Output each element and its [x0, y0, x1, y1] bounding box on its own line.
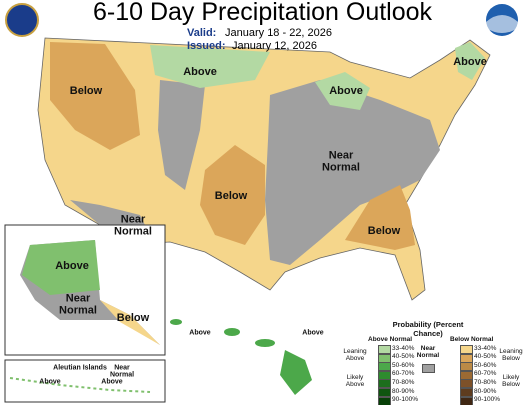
alaska-above [22, 240, 100, 295]
legend-bin-label: 40-50% [392, 353, 415, 361]
legend-bin-label: 70-80% [392, 378, 415, 386]
legend-swatch [460, 396, 473, 405]
above-maine [455, 42, 485, 80]
map-label: Above [189, 329, 211, 337]
legend-bin-label: 60-70% [474, 370, 497, 378]
legend-bin-label: 80-90% [392, 387, 415, 395]
map-label: Below [116, 312, 150, 325]
map-label: Above [55, 260, 89, 273]
below-southeast [345, 185, 415, 250]
legend-bin-label: 33-40% [392, 344, 415, 352]
issued-label: Issued: [187, 40, 226, 52]
legend-bin-label: 33-40% [474, 344, 497, 352]
aleutian-islands [9, 377, 151, 393]
legend-swatch [378, 345, 391, 354]
legend-bin-label: 90-100% [392, 396, 419, 404]
legend-swatch [460, 345, 473, 354]
below-heading: Below Normal [450, 336, 494, 343]
below-northwest [50, 42, 140, 150]
map-label: Below [214, 190, 248, 203]
legend-swatch [422, 364, 435, 373]
above-heading: Above Normal [368, 336, 413, 343]
leaning-below: Leaning Below [499, 348, 523, 362]
legend-title: Probability (Percent Chance) [392, 320, 464, 338]
legend-bin-label: 40-50% [474, 353, 497, 361]
legend-swatch [378, 353, 391, 363]
legend-bin-label: 50-60% [392, 361, 415, 369]
map-label: Below [367, 225, 401, 238]
map-label: Near Normal [59, 292, 97, 316]
map-label: Above [39, 378, 61, 386]
legend-bin-label: 50-60% [474, 361, 497, 369]
legend-swatch [378, 388, 391, 397]
legend-bin-label: 70-80% [474, 378, 497, 386]
near-heading: Near Normal [416, 345, 440, 359]
map-label: Above [302, 329, 324, 337]
issued-date: January 12, 2026 [232, 40, 318, 52]
map-label: Above [329, 85, 363, 98]
map-label: Above [183, 66, 217, 79]
legend-bin-label: 90-100% [474, 396, 501, 404]
likely-below: Likely Below [502, 374, 520, 388]
near-normal-plains [158, 80, 205, 190]
big-island [280, 350, 312, 395]
map-label: Above [101, 378, 123, 386]
above-north-plains [150, 45, 270, 88]
near-normal-east [265, 80, 440, 265]
leaning-above: Leaning Above [343, 348, 367, 362]
legend-swatch [460, 379, 473, 389]
map-label: Near Normal [114, 213, 152, 237]
likely-above: Likely Above [345, 374, 365, 388]
kauai [170, 319, 182, 325]
valid-label: Valid: [187, 27, 217, 39]
above-michigan [315, 72, 370, 110]
map-label: Above [453, 56, 487, 69]
noaa-logo-wave [486, 15, 518, 33]
doc-logo [5, 3, 39, 37]
legend-swatch [378, 362, 391, 372]
legend-swatch [460, 353, 473, 363]
legend-swatch [460, 388, 473, 397]
legend-bin-label: 80-90% [474, 387, 497, 395]
map-label: Near Normal [109, 364, 135, 379]
legend-swatch [378, 396, 391, 405]
legend-swatch [378, 370, 391, 380]
legend-swatch [460, 370, 473, 380]
legend-swatch [378, 379, 391, 389]
below-south-plains [200, 145, 265, 245]
map-label: Aleutian Islands [53, 364, 107, 372]
molokai-maui [255, 339, 275, 347]
map-label: Below [69, 85, 103, 98]
aleutian-inset [4, 359, 166, 403]
oahu [224, 328, 240, 336]
title: 6-10 Day Precipitation Outlook [92, 0, 433, 26]
legend-swatch [460, 362, 473, 372]
map-label: Near Normal [322, 149, 360, 173]
legend-bin-label: 60-70% [392, 370, 415, 378]
valid-dates: January 18 - 22, 2026 [225, 27, 333, 39]
alaska-below [100, 300, 160, 345]
